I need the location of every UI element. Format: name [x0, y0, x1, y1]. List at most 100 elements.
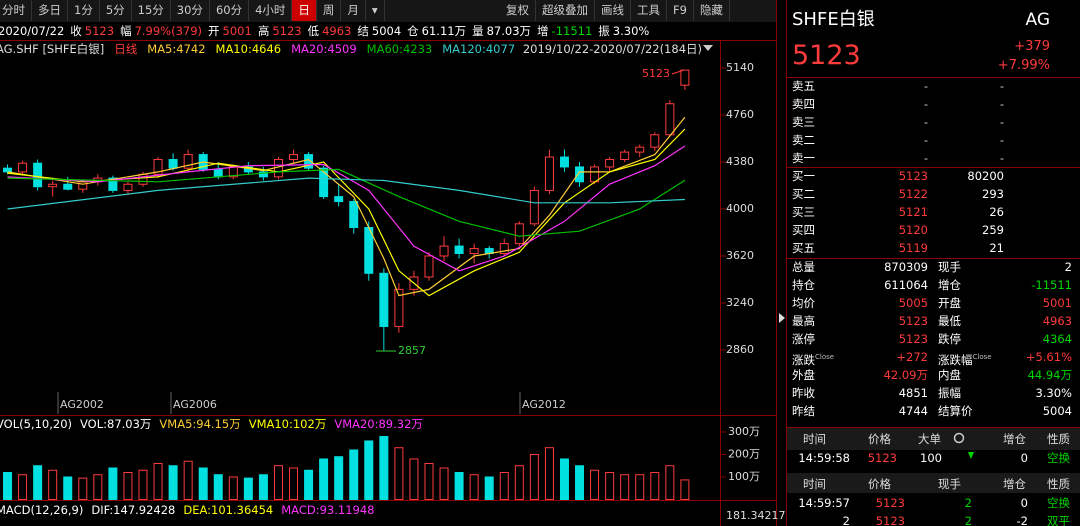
toolbar-button[interactable]: F9	[667, 0, 694, 21]
book-price: 5123	[898, 169, 928, 183]
info-label: 振	[598, 24, 610, 38]
volume-bar	[394, 447, 404, 500]
settings-icon[interactable]	[953, 432, 965, 444]
volume-bar	[273, 465, 283, 500]
stat-label-text: 跌停	[938, 332, 961, 346]
stat-label: 涨停	[792, 331, 815, 347]
volume-bar	[409, 458, 419, 500]
stat-label: 涨跌幅Close	[938, 349, 992, 368]
y-tick-label: 3240	[726, 296, 754, 309]
toolbar-bg	[0, 0, 776, 22]
instrument-code: AG	[1025, 10, 1050, 30]
book-label: 买四	[792, 223, 815, 237]
collapse-arrow[interactable]	[779, 313, 785, 323]
info-item: 高 5123	[258, 23, 302, 39]
trades-header-bg	[787, 428, 1080, 450]
stat-label-text: 昨收	[792, 386, 815, 400]
stat-label: 涨跌Close	[792, 349, 834, 368]
info-item: 仓 61.11万	[407, 23, 466, 39]
volume-bar	[138, 469, 148, 501]
book-price: 5122	[898, 187, 928, 201]
toolbar-button[interactable]: 5分	[100, 0, 132, 21]
volume-bar	[514, 465, 524, 500]
book-volume: 26	[989, 205, 1004, 219]
trade-price: 5123	[867, 451, 897, 465]
candle-body	[319, 167, 329, 198]
candle-body	[3, 167, 13, 173]
toolbar-button[interactable]: ▾	[366, 0, 385, 21]
toolbar-right: 复权 超级叠加 画线 工具 F9 隐藏	[500, 0, 730, 21]
toolbar-button[interactable]: 工具	[631, 0, 667, 21]
candle-body	[213, 168, 223, 178]
volume-bar	[544, 447, 554, 500]
direction-arrow	[968, 452, 974, 459]
volume-bar	[153, 462, 163, 501]
price-change: +379	[1014, 39, 1050, 54]
toolbar-button[interactable]: 60分	[210, 0, 250, 21]
info-value: 5123	[84, 24, 115, 38]
book-label: 买一	[792, 169, 815, 183]
toolbar-button[interactable]: 1分	[68, 0, 100, 21]
volume-bar	[559, 458, 569, 500]
stat-label: 现手	[938, 259, 961, 275]
book-volume: -	[999, 133, 1004, 147]
volume-bar	[243, 477, 253, 500]
volume-bar	[439, 467, 449, 500]
tick-oi: 0	[1020, 496, 1028, 510]
volume-bar	[469, 474, 479, 500]
tick-time: 2	[842, 514, 850, 526]
dropdown-arrow[interactable]	[703, 45, 713, 51]
ma-line	[7, 168, 686, 237]
toolbar-button[interactable]: 画线	[595, 0, 631, 21]
info-item: 开 5001	[208, 23, 252, 39]
trade-kind: 空换	[1047, 451, 1070, 465]
volume-bar	[213, 474, 223, 500]
toolbar-button[interactable]: 30分	[171, 0, 210, 21]
y-tick-label: 300万	[728, 425, 760, 438]
toolbar-button[interactable]: 分时	[0, 0, 32, 21]
volume-bar	[484, 476, 494, 500]
chart-title: MACD(12,26,9)	[0, 503, 84, 517]
tick-size: 2	[964, 514, 972, 526]
toolbar-button[interactable]: 日	[292, 0, 317, 21]
info-value: -11511	[551, 24, 593, 38]
volume-bar	[3, 471, 13, 501]
volume-bar	[198, 467, 208, 500]
volume-bar	[364, 440, 374, 500]
book-label: 卖二	[792, 133, 815, 147]
legend-item: MA10:4646	[215, 42, 282, 56]
volume-bar	[680, 479, 690, 500]
candle-body	[289, 154, 299, 161]
toolbar-button[interactable]: 周	[317, 0, 342, 21]
stat-label-text: 涨跌幅	[938, 352, 973, 367]
toolbar-button[interactable]: 4小时	[249, 0, 293, 21]
candle-body	[575, 166, 585, 183]
stat-label-text: 现手	[938, 260, 961, 274]
stat-value: 5123	[898, 314, 928, 328]
candle-body	[454, 245, 464, 255]
volume-bar	[108, 467, 118, 500]
trade-oi: 0	[1020, 451, 1028, 465]
ma-line	[7, 128, 686, 297]
toolbar-button[interactable]: 多日	[32, 0, 68, 21]
stat-label-text: 最低	[938, 314, 961, 328]
toolbar-button[interactable]: 15分	[132, 0, 171, 21]
stat-label-text: 结算价	[938, 404, 973, 418]
stat-label-text: 外盘	[792, 368, 815, 382]
candle-body	[665, 103, 675, 136]
toolbar-button[interactable]: 超级叠加	[536, 0, 595, 21]
date-range: 2019/10/22-2020/07/22(184日)	[522, 42, 702, 56]
toolbar-button[interactable]: 月	[341, 0, 366, 21]
volume-bar	[424, 462, 434, 501]
toolbar-button[interactable]: 复权	[500, 0, 536, 21]
y-tick-label: 4000	[726, 202, 754, 215]
toolbar-button[interactable]: 隐藏	[694, 0, 730, 21]
volume-bar	[228, 476, 238, 500]
y-tick-label: 5140	[726, 61, 754, 74]
book-volume: 293	[982, 187, 1004, 201]
tick-kind: 双平	[1047, 514, 1070, 526]
legend-item: DEA:101.36454	[183, 503, 274, 517]
book-price: -	[923, 79, 928, 93]
legend-item: MA5:4742	[147, 42, 206, 56]
